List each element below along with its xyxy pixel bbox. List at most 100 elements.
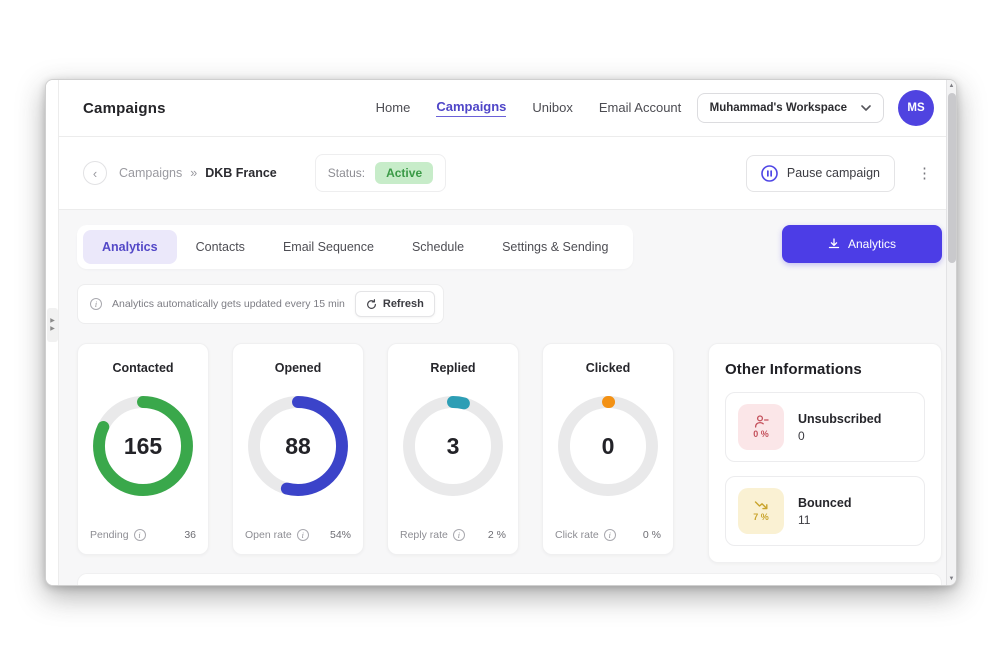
status-label: Status: [327, 166, 366, 180]
campaign-header-row: ‹ Campaigns » DKB France Status: Active [59, 137, 956, 210]
info-icon: i [90, 298, 102, 310]
unsubscribed-item: 0 % Unsubscribed 0 [725, 392, 925, 462]
tab-schedule[interactable]: Schedule [411, 240, 465, 254]
person-minus-icon [754, 415, 769, 428]
breadcrumb-parent[interactable]: Campaigns [119, 166, 183, 180]
stat-footer: Click rate i 0 % [543, 529, 673, 541]
stat-footer-value: 2 % [487, 529, 506, 541]
refresh-button[interactable]: Refresh [354, 291, 435, 317]
stat-value: 165 [123, 432, 163, 459]
nav-item-campaigns[interactable]: Campaigns [436, 99, 507, 117]
app-window: ▶ ▶ « Campaigns Home Campaigns Unibox Em… [45, 79, 957, 586]
download-icon [828, 238, 840, 249]
nav-item-unibox[interactable]: Unibox [532, 99, 573, 115]
stat-value: 88 [285, 432, 311, 459]
trend-down-icon [754, 501, 767, 510]
tabs-row: Analytics Contacts Email Sequence Schedu… [77, 225, 942, 269]
bounced-tile: 7 % [738, 488, 784, 534]
bounced-value: 11 [798, 512, 811, 527]
download-analytics-label: Analytics [847, 237, 897, 251]
auto-update-text: Analytics automatically gets updated eve… [112, 298, 345, 310]
workspace-label: Muhammad's Workspace [709, 102, 847, 114]
bounced-text: Bounced 11 [798, 496, 851, 527]
pause-circle-icon [761, 164, 778, 182]
bounced-percent: 7 % [753, 512, 769, 522]
other-informations-panel: Other Informations 0 % [708, 343, 942, 563]
campaign-tabs: Analytics Contacts Email Sequence Schedu… [77, 225, 634, 269]
stat-card-replied: Replied 3 Reply rate i 2 % [387, 343, 519, 555]
top-header: Campaigns Home Campaigns Unibox Email Ac… [59, 80, 956, 137]
tab-contacts[interactable]: Contacts [195, 240, 245, 254]
page-title: Campaigns [83, 99, 166, 117]
opened-donut-chart: 88 [243, 391, 353, 501]
analytics-content: Analytics Contacts Email Sequence Schedu… [59, 210, 956, 585]
nav-item-email-account[interactable]: Email Account [598, 99, 682, 115]
campaign-actions: Pause campaign ⋮ [745, 154, 936, 192]
stat-title: Opened [274, 361, 322, 375]
refresh-label: Refresh [382, 298, 424, 310]
unsubscribed-percent: 0 % [753, 429, 769, 439]
unsubscribed-value: 0 [798, 428, 805, 443]
unsubscribed-text: Unsubscribed 0 [798, 412, 881, 443]
unsubscribed-tile: 0 % [738, 404, 784, 450]
workspace-dropdown[interactable]: Muhammad's Workspace [696, 93, 884, 123]
next-section-card-edge [77, 573, 942, 585]
avatar[interactable]: MS [898, 90, 934, 126]
replied-donut-chart: 3 [398, 391, 508, 501]
breadcrumb-separator: » [190, 166, 198, 180]
info-icon[interactable]: i [452, 529, 465, 541]
stat-footer-label: Pending [90, 529, 129, 541]
stat-title: Clicked [585, 361, 631, 375]
contacted-donut-chart: 165 [88, 391, 198, 501]
stat-value: 3 [446, 432, 460, 459]
stat-card-contacted: Contacted 165 Pending i 36 [77, 343, 209, 555]
tab-email-sequence[interactable]: Email Sequence [282, 240, 374, 254]
chevron-down-icon [861, 105, 871, 111]
auto-update-info-bar: i Analytics automatically gets updated e… [77, 284, 444, 324]
pause-campaign-button[interactable]: Pause campaign [745, 154, 895, 192]
stat-footer-value: 54% [329, 529, 351, 541]
more-options-kebab-icon[interactable]: ⋮ [917, 164, 932, 182]
bounced-label: Bounced [798, 495, 852, 510]
tab-analytics[interactable]: Analytics [83, 230, 177, 264]
stat-footer-label: Reply rate [400, 529, 448, 541]
expand-arrow-icon: ▶ [50, 318, 55, 324]
scroll-down-arrow-icon[interactable]: ▼ [948, 576, 955, 582]
stats-cards-row: Contacted 165 Pending i 36 [77, 343, 942, 563]
stat-card-opened: Opened 88 Open rate i 54% [232, 343, 364, 555]
unsubscribed-label: Unsubscribed [798, 411, 882, 426]
top-nav: Home Campaigns Unibox Email Account [375, 99, 682, 117]
tab-settings-sending[interactable]: Settings & Sending [502, 240, 609, 254]
stat-card-clicked: Clicked 0 Click rate i 0 % [542, 343, 674, 555]
stat-footer-value: 36 [184, 529, 196, 541]
scrollbar-thumb[interactable] [947, 93, 956, 263]
stat-footer: Reply rate i 2 % [388, 529, 518, 541]
clicked-donut-chart: 0 [553, 391, 663, 501]
status-box: Status: Active [314, 154, 447, 192]
status-badge: Active [375, 162, 434, 184]
breadcrumb-current: DKB France [205, 166, 277, 180]
vertical-scrollbar[interactable]: ▲ ▼ [946, 80, 956, 585]
stat-footer-value: 0 % [642, 529, 661, 541]
sidebar-expand-handle[interactable]: ▶ ▶ [47, 308, 58, 342]
back-chevron-icon: ‹ [92, 165, 98, 181]
info-icon[interactable]: i [296, 529, 309, 541]
info-icon[interactable]: i [603, 529, 616, 541]
other-informations-title: Other Informations [725, 361, 862, 378]
back-button[interactable]: ‹ [83, 161, 107, 185]
main-area: Campaigns Home Campaigns Unibox Email Ac… [59, 80, 956, 585]
scroll-up-arrow-icon[interactable]: ▲ [948, 83, 955, 89]
stat-footer-label: Click rate [555, 529, 599, 541]
stat-footer: Open rate i 54% [233, 529, 363, 541]
pause-campaign-label: Pause campaign [786, 166, 880, 180]
bounced-item: 7 % Bounced 11 [725, 476, 925, 546]
info-icon[interactable]: i [133, 529, 146, 541]
download-analytics-button[interactable]: Analytics [782, 225, 942, 263]
stat-footer: Pending i 36 [78, 529, 208, 541]
stat-title: Contacted [112, 361, 174, 375]
nav-item-home[interactable]: Home [375, 99, 411, 115]
refresh-icon [367, 298, 376, 309]
expand-arrow-icon: ▶ [50, 326, 55, 332]
stat-title: Replied [430, 361, 476, 375]
